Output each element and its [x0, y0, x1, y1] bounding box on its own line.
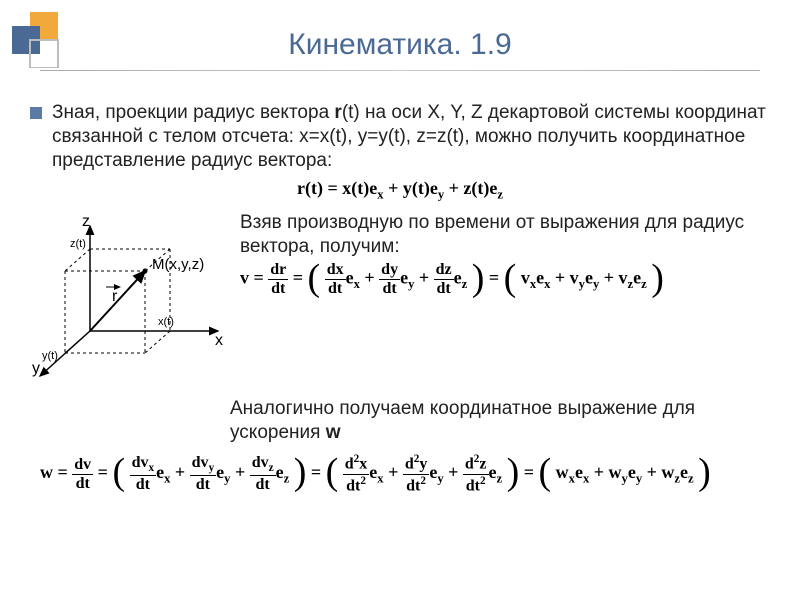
bullet-item: Зная, проекции радиус вектора r(t) на ос… — [30, 101, 770, 172]
yt-label: y(t) — [42, 350, 58, 362]
bullet-icon — [30, 107, 42, 119]
corner-decoration — [12, 12, 72, 68]
xt-label: x(t) — [158, 316, 174, 328]
axis-y-label: y — [32, 360, 40, 377]
paragraph-2: Взяв производную по времени от выражения… — [240, 211, 770, 259]
equation-r: r(t) = x(t)ex + y(t)ey + z(t)ez — [30, 178, 770, 203]
axes-diagram: z x y M(x,y,z) r — [30, 211, 230, 391]
content: Зная, проекции радиус вектора r(t) на ос… — [0, 71, 800, 494]
axis-z-label: z — [82, 213, 90, 230]
zt-label: z(t) — [70, 238, 86, 250]
equation-w: w = dvdt = ( dvxdtex + dvydtey + dvzdtez… — [30, 454, 770, 494]
mid-row: z x y M(x,y,z) r — [30, 211, 770, 391]
equation-v: v = drdt = ( dxdtex + dydtey + dzdtez ) … — [240, 262, 770, 297]
paragraph-1: Зная, проекции радиус вектора r(t) на ос… — [52, 101, 770, 172]
mid-col: Взяв производную по времени от выражения… — [240, 211, 770, 391]
page-title: Кинематика. 1.9 — [0, 0, 800, 62]
axis-x-label: x — [215, 332, 223, 349]
vector-r-label: r — [112, 288, 118, 305]
paragraph-3: Аналогично получаем координатное выражен… — [230, 397, 770, 445]
